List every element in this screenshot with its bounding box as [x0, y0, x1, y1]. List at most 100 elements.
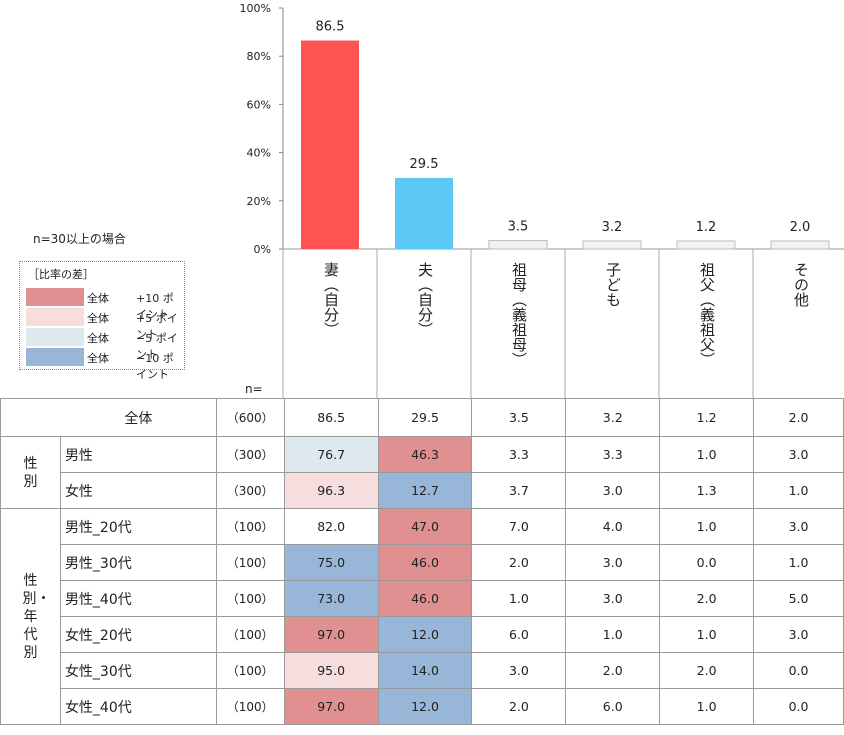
row-label: 女性_30代 [59, 652, 217, 689]
y-tick-label: 80% [247, 50, 271, 63]
legend-swatch [26, 288, 84, 306]
category-label: 祖父（義祖父） [698, 262, 716, 367]
table-cell: 12.7 [377, 472, 473, 509]
table-cell: 0.0 [753, 652, 844, 689]
table-row: 女性_30代 （100） 95.0 14.0 3.0 2.0 2.0 0.0 [1, 652, 844, 689]
legend-value: +5 ポイント [136, 312, 178, 341]
bar [676, 240, 736, 250]
n-count: （600） [215, 398, 285, 437]
table-cell: 3.0 [753, 508, 844, 545]
row-label: 男性_30代 [59, 544, 217, 581]
table-cell: 1.0 [471, 580, 567, 617]
table-cell: 12.0 [377, 688, 473, 725]
table-cell: 3.0 [565, 580, 661, 617]
table-cell: 6.0 [471, 616, 567, 653]
table-cell: 6.0 [565, 688, 661, 725]
table-cell: 3.0 [565, 472, 661, 509]
table-cell: 3.0 [753, 616, 844, 653]
table-cell: 86.5 [283, 398, 379, 437]
legend-title: ［比率の差］ [28, 268, 94, 281]
table-row: 性別・年代別 男性_20代 （100） 82.0 47.0 7.0 4.0 1.0 3.0 [0, 508, 844, 725]
table-cell: 12.0 [377, 616, 473, 653]
table-cell: 46.3 [377, 436, 473, 473]
row-label: 全体 [0, 398, 217, 437]
n-count: （100） [215, 580, 285, 617]
table-row: 全体 （600） 86.5 29.5 3.5 3.2 1.2 2.0 [0, 398, 844, 437]
n-count: （100） [215, 616, 285, 653]
bar [301, 40, 359, 249]
table-cell: 2.0 [659, 580, 755, 617]
table-cell: 2.0 [659, 652, 755, 689]
category-label: 妻（自分） [322, 262, 340, 337]
data-label: 2.0 [790, 220, 811, 235]
legend-value: −5 ポイント [136, 332, 178, 361]
category-label: 子ども [604, 262, 622, 307]
legend-item: 全体 −5 ポイント [26, 328, 181, 361]
data-label: 86.5 [316, 20, 345, 35]
data-label: 3.5 [508, 220, 529, 235]
n-count: （100） [215, 652, 285, 689]
category-label: その他 [792, 262, 810, 307]
table-cell: 3.0 [753, 436, 844, 473]
n-count: （100） [215, 544, 285, 581]
table-cell: 3.3 [565, 436, 661, 473]
sample-note: n=30以上の場合 [33, 232, 126, 246]
data-label: 29.5 [410, 157, 439, 172]
table-cell: 2.0 [471, 688, 567, 725]
n-count: （300） [215, 436, 285, 473]
group-label: 性別・年代別 [0, 508, 61, 725]
table-cell: 7.0 [471, 508, 567, 545]
table-row: 性別 男性 （300） 76.7 46.3 3.3 3.3 1.0 3.0 [0, 436, 844, 509]
legend-swatch [26, 328, 84, 346]
table-row: 男性_40代 （100） 73.0 46.0 1.0 3.0 2.0 5.0 [1, 580, 844, 617]
row-label: 女性 [59, 472, 217, 509]
row-label: 男性_40代 [59, 580, 217, 617]
legend-item: 全体 +10 ポイント [26, 288, 181, 321]
n-count: （300） [215, 472, 285, 509]
table-cell: 1.0 [753, 544, 844, 581]
bar [395, 177, 453, 249]
table-cell: 96.3 [283, 472, 379, 509]
table-cell: 3.3 [471, 436, 567, 473]
bar-chart: 0% 20% 40% 60% 80% 100% 86.5 29.5 3.5 3.2 1.2 2.0 [240, 2, 844, 398]
group-label-text: 性別 [23, 455, 38, 490]
table-row: 女性_40代 （100） 97.0 12.0 2.0 6.0 1.0 0.0 [1, 688, 844, 725]
table-cell: 76.7 [283, 436, 379, 473]
table-cell: 75.0 [283, 544, 379, 581]
y-tick-label: 60% [247, 98, 271, 111]
table-cell: 3.5 [471, 398, 567, 437]
table-cell: 1.0 [659, 436, 755, 473]
y-tick-label: 40% [247, 147, 271, 160]
table-cell: 1.0 [753, 472, 844, 509]
legend-item: 全体 +5 ポイント [26, 308, 181, 341]
table-cell: 97.0 [283, 616, 379, 653]
table-cell: 1.0 [659, 616, 755, 653]
row-label: 女性_20代 [59, 616, 217, 653]
legend-value: +10 ポイント [136, 292, 174, 321]
table-row: 女性_20代 （100） 97.0 12.0 6.0 1.0 1.0 3.0 [1, 616, 844, 653]
group-label-text: 性別・年代別 [22, 572, 51, 661]
row-label: 女性_40代 [59, 688, 217, 725]
table-cell: 2.0 [471, 544, 567, 581]
legend-label: 全体 [87, 312, 109, 325]
table-row: 女性 （300） 96.3 12.7 3.7 3.0 1.3 1.0 [1, 472, 844, 509]
n-label: n= [245, 382, 263, 396]
table-cell: 97.0 [283, 688, 379, 725]
table-cell: 1.0 [565, 616, 661, 653]
legend-label: 全体 [87, 352, 109, 365]
table-cell: 1.0 [659, 508, 755, 545]
table-cell: 1.3 [659, 472, 755, 509]
data-label: 3.2 [602, 220, 623, 235]
table-cell: 46.0 [377, 544, 473, 581]
bar [770, 240, 830, 250]
y-tick-label: 100% [240, 2, 271, 15]
table-cell: 29.5 [377, 398, 473, 437]
table-cell: 3.0 [565, 544, 661, 581]
table-cell: 73.0 [283, 580, 379, 617]
table-cell: 4.0 [565, 508, 661, 545]
table-cell: 1.0 [659, 688, 755, 725]
legend-swatch [26, 348, 84, 366]
row-label: 男性 [59, 436, 217, 473]
table-row: 男性_30代 （100） 75.0 46.0 2.0 3.0 0.0 1.0 [1, 544, 844, 581]
legend-item: 全体 −10 ポイント [26, 348, 181, 381]
